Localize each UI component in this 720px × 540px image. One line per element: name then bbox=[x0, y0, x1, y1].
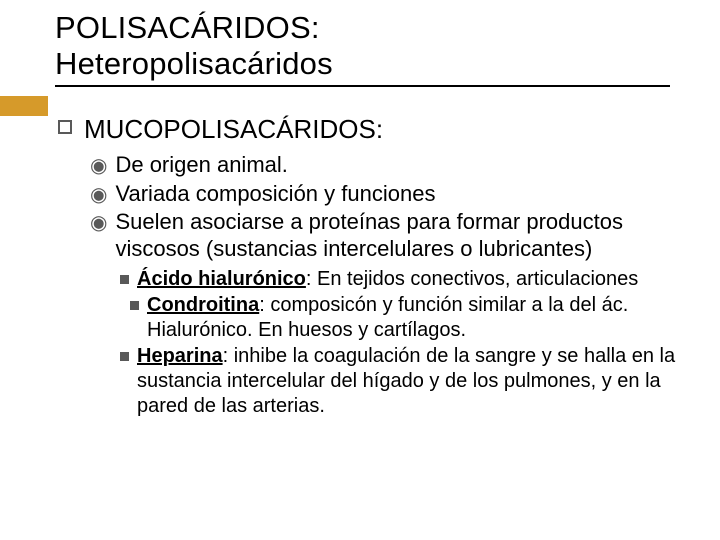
level2-item: ◉ Suelen asociarse a proteínas para form… bbox=[90, 209, 690, 263]
filled-square-bullet-icon bbox=[120, 275, 129, 284]
level2-item: ◉ Variada composición y funciones bbox=[90, 181, 690, 208]
accent-bar bbox=[0, 96, 48, 116]
content-area: MUCOPOLISACÁRIDOS: ◉ De origen animal. ◉… bbox=[0, 87, 720, 419]
target-bullet-icon: ◉ bbox=[90, 213, 107, 233]
target-bullet-icon: ◉ bbox=[90, 156, 107, 176]
level2-text: De origen animal. bbox=[115, 152, 287, 179]
term: Condroitina bbox=[147, 294, 259, 316]
level1-item: MUCOPOLISACÁRIDOS: bbox=[58, 113, 690, 146]
filled-square-bullet-icon bbox=[130, 301, 139, 310]
level2-text: Variada composición y funciones bbox=[115, 181, 435, 208]
level3-text: Condroitina: composicón y función simila… bbox=[147, 293, 690, 343]
slide-title: POLISACÁRIDOS: Heteropolisacáridos bbox=[0, 10, 720, 81]
square-bullet-icon bbox=[58, 120, 72, 134]
definition: : En tejidos conectivos, articulaciones bbox=[306, 268, 638, 290]
level2-group: ◉ De origen animal. ◉ Variada composició… bbox=[58, 152, 690, 419]
level1-text: MUCOPOLISACÁRIDOS: bbox=[84, 113, 383, 146]
level2-item: ◉ De origen animal. bbox=[90, 152, 690, 179]
title-line1: POLISACÁRIDOS: bbox=[55, 10, 320, 45]
level3-item: Condroitina: composicón y función simila… bbox=[120, 293, 690, 343]
target-bullet-icon: ◉ bbox=[90, 185, 107, 205]
term: Heparina bbox=[137, 345, 223, 367]
level3-item: Ácido hialurónico: En tejidos conectivos… bbox=[120, 267, 690, 292]
level3-item: Heparina: inhibe la coagulación de la sa… bbox=[120, 344, 690, 419]
term: Ácido hialurónico bbox=[137, 268, 306, 290]
filled-square-bullet-icon bbox=[120, 352, 129, 361]
level3-group: Ácido hialurónico: En tejidos conectivos… bbox=[90, 265, 690, 419]
level3-text: Ácido hialurónico: En tejidos conectivos… bbox=[137, 267, 638, 292]
title-line2: Heteropolisacáridos bbox=[55, 46, 333, 81]
slide: POLISACÁRIDOS: Heteropolisacáridos MUCOP… bbox=[0, 0, 720, 540]
level3-text: Heparina: inhibe la coagulación de la sa… bbox=[137, 344, 690, 419]
level2-text: Suelen asociarse a proteínas para formar… bbox=[115, 209, 690, 263]
